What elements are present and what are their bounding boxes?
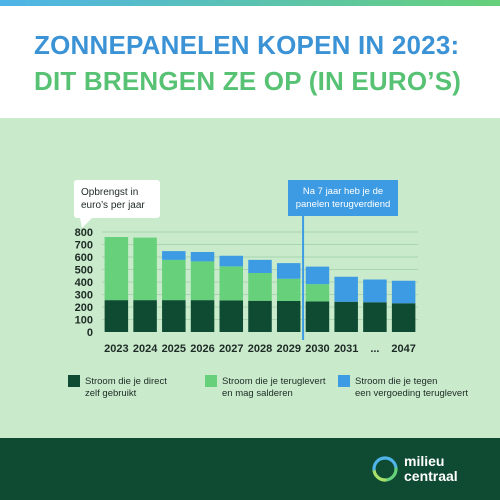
x-tick-label: 2023 [104,343,128,355]
legend-label-1: Stroom die je direct [85,376,167,387]
bar-segment-1 [133,300,157,332]
header: ZONNEPANELEN KOPEN IN 2023: DIT BRENGEN … [0,6,500,118]
x-tick-label: 2028 [248,343,272,355]
bar-segment-3 [248,259,272,273]
legend-swatch-3 [338,375,350,387]
top-gradient-strip [0,0,500,6]
payback-callout-box [288,180,398,216]
bar-segment-3 [190,252,215,262]
bar-segment-2 [305,284,330,302]
bar-segment-1 [248,300,272,332]
bar-segment-1 [363,302,387,332]
bar-segment-2 [248,273,272,301]
legend-label-3: een vergoeding teruglevert [355,388,468,399]
bar-segment-1 [334,301,358,332]
legend-swatch-1 [68,375,80,387]
y-tick-label: 200 [75,302,93,314]
logo-text-line-1: milieu [404,453,445,469]
y-tick-label: 600 [75,252,93,264]
y-axis-label: euro’s per jaar [81,200,145,211]
x-tick-label: 2026 [190,343,214,355]
bar-segment-1 [219,300,244,332]
x-tick-label: ... [370,343,379,355]
payback-annotation-text: panelen terugverdiend [296,199,391,210]
y-tick-label: 400 [75,277,93,289]
legend-label-1: zelf gebruikt [85,388,137,399]
bar-segment-3 [391,280,416,304]
legend-label-2: en mag salderen [222,388,293,399]
bar-segment-3 [276,263,301,279]
chart-area: 0 100 200 300 400 500 600 700 800 Opbrengst in eur… [0,118,500,438]
y-tick-label: 500 [75,265,93,277]
x-tick-label: 2030 [305,343,329,355]
bar-segment-2 [276,278,301,301]
bar-segment-3 [162,251,186,260]
x-tick-label: 2047 [391,343,415,355]
ylabel-callout-pointer [80,218,92,228]
x-tick-label: 2031 [334,343,358,355]
legend-label-3: Stroom die je tegen [355,376,437,387]
bar-segment-2 [190,261,215,301]
y-tick-label: 0 [87,327,93,339]
logo-text-line-2: centraal [404,468,458,484]
legend-swatch-2 [205,375,217,387]
bar-segment-3 [305,266,330,285]
bar-segment-2 [104,237,129,301]
bar-segment-2 [133,237,157,301]
bar-segment-1 [104,300,129,332]
bar-segment-3 [363,279,387,303]
bar-segment-1 [162,300,186,332]
y-tick-label: 100 [75,315,93,327]
bar-segment-3 [334,276,358,302]
bar-segment-2 [162,259,186,301]
x-tick-label: 2025 [162,343,186,355]
y-tick-label: 300 [75,290,93,302]
bar-segment-1 [391,303,416,332]
ylabel-callout-box [74,180,160,218]
x-tick-label: 2027 [219,343,243,355]
y-axis-label: Opbrengst in [81,187,138,198]
title-line-2: DIT BRENGEN ZE OP (IN EURO’S) [34,66,462,96]
x-tick-label: 2024 [133,343,158,355]
bar-segment-2 [219,266,244,301]
bar-segment-3 [219,255,244,267]
y-tick-label: 700 [75,240,93,252]
bar-segment-1 [305,301,330,332]
milieu-centraal-logo-icon [372,456,398,482]
title-line-1: ZONNEPANELEN KOPEN IN 2023: [34,30,460,60]
payback-annotation-text: Na 7 jaar heb je de [303,186,383,197]
footer: milieu centraal [0,438,500,500]
x-tick-label: 2029 [276,343,300,355]
y-tick-label: 800 [75,227,93,239]
bar-segment-1 [190,300,215,332]
bar-segment-1 [276,301,301,332]
legend-label-2: Stroom die je teruglevert [222,376,326,387]
